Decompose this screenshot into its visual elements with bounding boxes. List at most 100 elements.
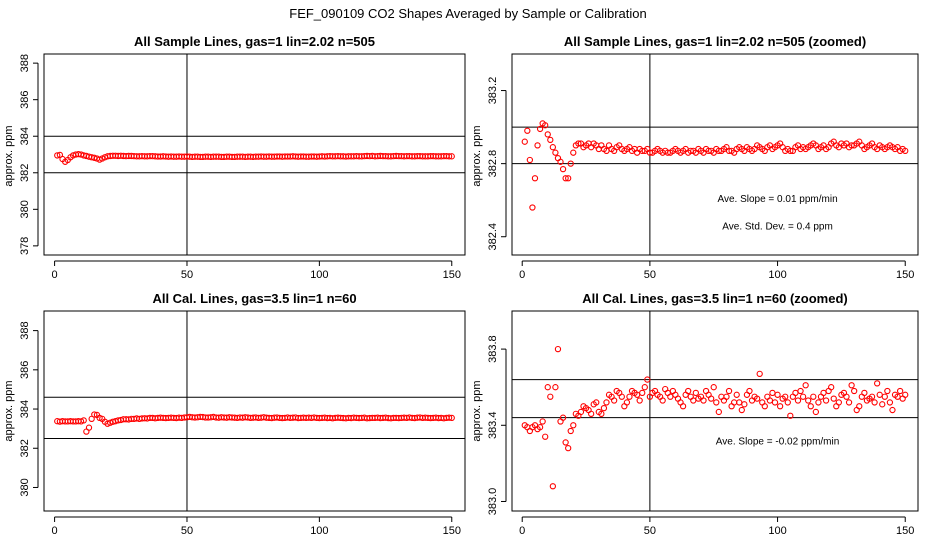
data-point: [799, 393, 807, 400]
data-point: [828, 384, 835, 391]
data-point: [85, 424, 93, 431]
data-point: [659, 397, 666, 404]
y-tick-label: 382.8: [487, 150, 499, 178]
panel-title: All Sample Lines, gas=1 lin=2.02 n=505 (…: [564, 34, 866, 49]
x-tick-label: 150: [443, 525, 461, 537]
data-point: [685, 387, 692, 395]
panel-title: All Sample Lines, gas=1 lin=2.02 n=505: [134, 34, 375, 49]
data-point: [544, 131, 551, 138]
data-point: [738, 406, 745, 414]
data-point: [618, 393, 625, 400]
data-point: [756, 370, 763, 378]
data-point: [856, 403, 863, 410]
data-point: [448, 414, 455, 422]
x-tick-label: 150: [896, 269, 914, 281]
data-point: [679, 403, 687, 410]
data-point: [868, 393, 876, 400]
chart-panel-sample: All Sample Lines, gas=1 lin=2.02 n=505 0 5…: [3, 34, 466, 281]
data-point: [667, 393, 674, 400]
data-point: [776, 403, 784, 410]
data-point: [536, 424, 544, 431]
panel-title: All Cal. Lines, gas=3.5 lin=1 n=60: [152, 291, 356, 306]
data-point: [873, 380, 881, 387]
y-tick-label: 384: [19, 127, 31, 145]
data-point: [794, 397, 802, 404]
data-point: [577, 408, 585, 416]
data-point: [708, 395, 715, 402]
data-point: [562, 439, 569, 446]
data-point: [700, 397, 707, 404]
data-point: [552, 384, 559, 391]
data-point: [733, 391, 740, 398]
data-point: [807, 403, 814, 410]
data-point: [902, 391, 909, 398]
data-point: [565, 175, 572, 182]
data-point: [787, 412, 794, 419]
data-point: [636, 397, 643, 404]
chart-panel-sample-zoomed: All Sample Lines, gas=1 lin=2.02 n=505 (…: [471, 34, 919, 281]
data-point: [715, 408, 722, 416]
data-point: [639, 389, 646, 397]
data-point: [547, 136, 554, 144]
data-point: [529, 204, 536, 211]
data-point: [91, 154, 98, 161]
data-point: [690, 397, 697, 404]
data-point: [876, 391, 883, 398]
x-tick-label: 100: [310, 269, 328, 281]
data-point: [848, 382, 855, 389]
data-point: [787, 147, 794, 154]
data-point: [871, 399, 878, 406]
data-point: [725, 387, 733, 395]
data-point: [845, 399, 853, 406]
data-point: [896, 387, 904, 395]
x-tick-label: 0: [519, 525, 525, 537]
y-tick-label: 382: [19, 164, 31, 182]
data-point: [902, 147, 909, 154]
data-point: [797, 387, 804, 395]
x-tick-label: 50: [644, 525, 656, 537]
data-point: [843, 393, 850, 400]
data-point: [766, 397, 774, 404]
data-point: [774, 391, 781, 398]
data-point: [526, 156, 534, 164]
plot-frame: [511, 310, 919, 512]
data-point: [445, 153, 453, 160]
plot-frame: [511, 53, 919, 256]
data-point: [771, 399, 779, 406]
panel-title: All Cal. Lines, gas=3.5 lin=1 n=60 (zoom…: [582, 291, 848, 306]
y-tick-label: 386: [19, 91, 31, 109]
data-point: [641, 384, 648, 391]
data-point: [782, 393, 789, 400]
x-tick-label: 50: [181, 269, 193, 281]
y-tick-label: 386: [19, 361, 31, 379]
data-point: [812, 408, 820, 416]
plot-frame: [43, 310, 466, 512]
data-point: [534, 142, 541, 149]
y-tick-label: 383.8: [487, 335, 499, 363]
plot-frame: [43, 53, 466, 256]
y-tick-label: 388: [19, 54, 31, 72]
data-point: [746, 387, 753, 395]
data-point: [531, 175, 539, 182]
y-tick-label: 383.2: [487, 77, 499, 105]
data-point: [549, 483, 557, 490]
data-point: [562, 175, 569, 182]
data-point: [741, 401, 748, 408]
data-point: [792, 389, 799, 397]
data-point: [542, 433, 549, 440]
data-point: [723, 393, 730, 400]
figure-title: FEF_090109 CO2 Shapes Averaged by Sample…: [289, 6, 646, 21]
data-point: [448, 153, 455, 160]
data-point: [565, 444, 572, 452]
data-point: [91, 411, 98, 418]
data-point: [570, 149, 577, 156]
annotation-text: Ave. Std. Dev. = 0.4 ppm: [722, 221, 833, 232]
data-point: [851, 387, 858, 395]
data-point: [861, 389, 868, 397]
data-point: [623, 399, 631, 406]
x-tick-label: 100: [768, 269, 786, 281]
data-point: [805, 397, 812, 404]
y-axis-label: approx. ppm: [471, 380, 483, 441]
y-tick-label: 383.4: [487, 412, 499, 440]
data-point: [570, 422, 577, 429]
